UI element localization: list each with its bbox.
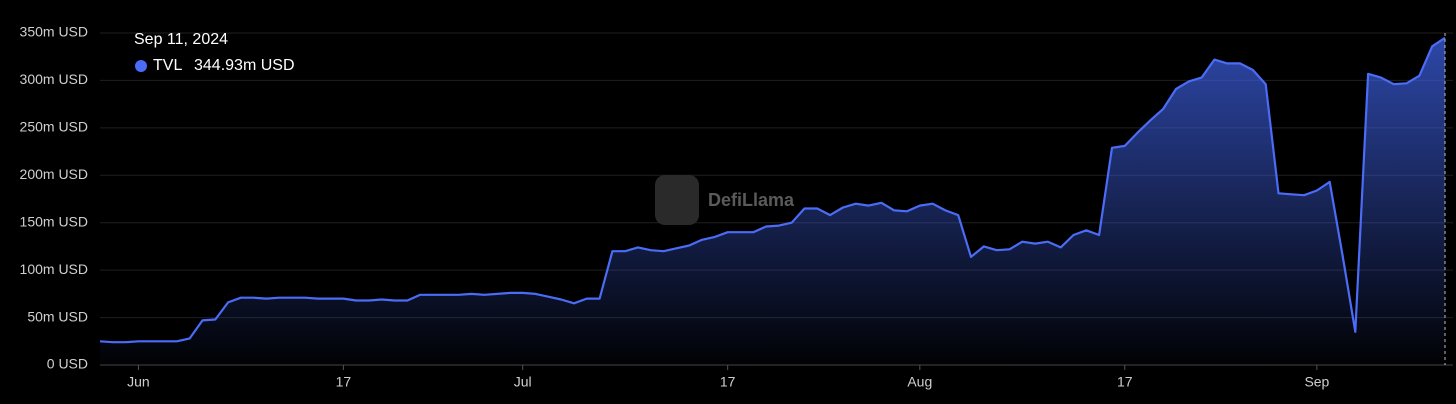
x-tick-label: Jul xyxy=(514,374,532,390)
x-tick-label: Aug xyxy=(907,374,932,390)
y-tick-label: 0 USD xyxy=(47,356,88,372)
x-tick-label: 17 xyxy=(720,374,736,390)
tooltip-value: 344.93m USD xyxy=(194,57,295,74)
y-tick-label: 50m USD xyxy=(27,308,88,324)
x-tick-label: Sep xyxy=(1304,374,1329,390)
area xyxy=(100,37,1445,366)
line xyxy=(99,36,1446,344)
x-tick-label: 17 xyxy=(336,374,352,390)
tooltip-date: Sep 11, 2024 xyxy=(134,31,228,48)
plot xyxy=(99,33,1446,366)
x-tick-label: Jun xyxy=(127,374,150,390)
y-tick-label: 250m USD xyxy=(20,119,88,135)
y-tick-label: 200m USD xyxy=(20,166,88,182)
watermark-logo xyxy=(655,175,699,225)
x-tick-label: 17 xyxy=(1117,374,1133,390)
y-tick-label: 100m USD xyxy=(20,261,88,277)
y-tick-label: 300m USD xyxy=(20,71,88,87)
tooltip-series: TVL xyxy=(153,57,182,74)
tooltip: Sep 11, 2024 TVL 344.93m USD xyxy=(134,31,295,74)
y-tick-label: 150m USD xyxy=(20,213,88,229)
y-tick-label: 350m USD xyxy=(20,24,88,40)
watermark-text: DefiLlama xyxy=(708,190,795,210)
tooltip-dot xyxy=(135,60,147,72)
watermark: DefiLlama xyxy=(655,175,795,225)
